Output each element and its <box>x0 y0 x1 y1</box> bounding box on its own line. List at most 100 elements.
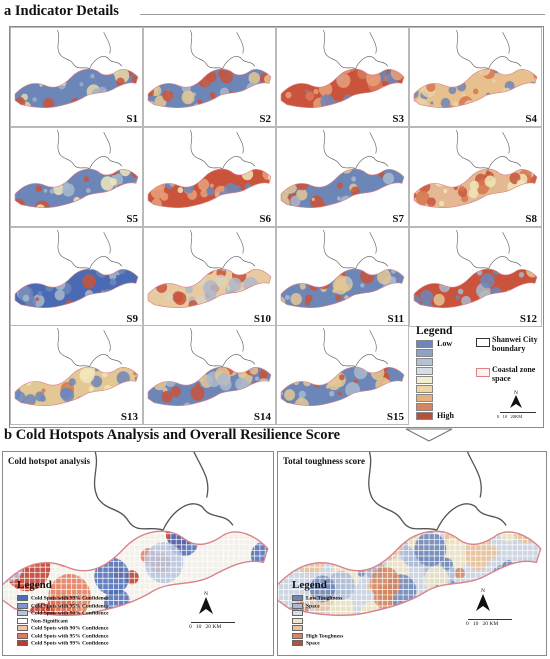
total-toughness-title: Total toughness score <box>283 456 366 466</box>
legend-item-label: Non-Significant <box>31 617 68 624</box>
indicator-label: S4 <box>525 113 537 125</box>
coastal-zone-outline <box>147 366 272 407</box>
indicator-map <box>413 129 538 209</box>
indicator-map <box>14 129 139 209</box>
indicator-tile: S14 <box>143 325 276 425</box>
legend-item-swatch <box>17 617 28 624</box>
legend-title: Legend <box>416 325 453 337</box>
legend-item: Cold Spots with 90% Confidence <box>17 610 109 616</box>
total-scale-bar <box>468 619 512 620</box>
legend-swatch <box>416 412 433 420</box>
indicator-map <box>280 327 405 407</box>
indicator-tile: S11 <box>276 227 409 327</box>
legend-item-label: Cold Spots with 90% Confidence <box>31 610 109 617</box>
cold-hotspot-map <box>3 452 269 617</box>
coastal-zone-outline <box>14 366 139 407</box>
indicator-details-panel: S1 S2 S3 S4 S5 S6 S7 S8 S9 S10 S11 S12 S13 S14 S15 Leg… <box>9 26 544 428</box>
indicator-label: S8 <box>525 213 537 225</box>
indicator-map <box>14 229 139 309</box>
indicator-legend: Legend Low High Shanwei City boundary Co… <box>416 325 542 425</box>
indicator-label: S13 <box>120 411 138 423</box>
city-boundary-line <box>57 229 123 269</box>
legend-item-swatch <box>292 625 303 631</box>
legend-swatch <box>416 340 433 348</box>
cold-north-label: N <box>204 591 208 597</box>
indicator-label: S11 <box>387 313 404 325</box>
cold-north-arrow-icon <box>199 597 213 614</box>
indicator-map <box>413 229 538 309</box>
legend-item-label: Low Toughness <box>306 595 343 602</box>
city-boundary-line <box>323 29 389 69</box>
scale-bar <box>500 412 536 413</box>
legend-item-label: Cold Spots with 99% Confidence <box>31 595 109 602</box>
legend-item-swatch <box>292 617 303 624</box>
indicator-tile: S5 <box>10 127 143 227</box>
legend-item <box>292 610 306 616</box>
coastal-zone-outline <box>3 530 269 617</box>
legend-item: Space <box>292 602 320 609</box>
section-b-title: b Cold Hotspots Analysis and Overall Res… <box>4 427 341 443</box>
city-boundary-label: Shanwei City boundary <box>492 335 538 353</box>
legend-item-swatch <box>292 610 303 616</box>
legend-item: Low Toughness <box>292 595 342 601</box>
pointer-triangle <box>405 428 453 442</box>
coastal-zone-outline <box>147 268 272 309</box>
indicator-label: S7 <box>392 213 404 225</box>
legend-item: Non-Significant <box>17 617 68 624</box>
city-boundary-line <box>190 29 256 69</box>
legend-swatch <box>416 367 433 375</box>
indicator-label: S3 <box>392 113 404 125</box>
legend-high-label: High <box>437 411 454 420</box>
legend-item: High Toughness <box>292 632 343 639</box>
legend-item: Cold Spots with 99% Confidence <box>17 595 109 601</box>
total-toughness-map <box>278 452 542 617</box>
coastal-zone-outline <box>14 68 139 109</box>
coastal-zone-outline <box>147 68 272 109</box>
city-boundary-line <box>456 229 522 269</box>
indicator-label: S9 <box>126 313 138 325</box>
coastal-zone-outline <box>413 68 538 109</box>
city-boundary-line <box>190 129 256 169</box>
city-boundary-line <box>323 229 389 269</box>
legend-item: Cold Spots with 95% Confidence <box>17 602 109 609</box>
legend-item-label: Space <box>306 640 320 647</box>
coastal-zone-outline <box>280 68 405 109</box>
indicator-label: S12 <box>519 313 537 325</box>
legend-item-label: Space <box>306 602 320 609</box>
legend-item-swatch <box>17 625 28 631</box>
city-boundary-line <box>190 229 256 269</box>
legend-item-swatch <box>17 595 28 601</box>
indicator-tile: S10 <box>143 227 276 327</box>
scale-label: 0 10 20KM <box>497 414 523 419</box>
legend-item: Cold Spots with 95% Confidence <box>17 632 109 639</box>
legend-item-swatch <box>292 602 303 609</box>
indicator-tile: S7 <box>276 127 409 227</box>
indicator-tile: S4 <box>409 27 542 127</box>
coastal-zone-outline <box>413 268 538 309</box>
legend-item-label: Cold Spots with 90% Confidence <box>31 625 109 632</box>
indicator-map <box>147 29 272 109</box>
indicator-map <box>147 129 272 209</box>
coastal-zone-outline <box>280 366 405 407</box>
legend-item-swatch <box>17 640 28 646</box>
cold-hotspot-panel: Cold hotspot analysis Legend Cold Spots … <box>2 451 274 656</box>
indicator-label: S6 <box>259 213 271 225</box>
city-boundary-line <box>323 129 389 169</box>
total-toughness-panel: Total toughness score Legend Low Toughne… <box>277 451 547 656</box>
coastal-zone-outline <box>278 530 542 617</box>
indicator-map <box>14 29 139 109</box>
indicator-label: S10 <box>253 313 271 325</box>
indicator-label: S5 <box>126 213 138 225</box>
total-scale-label: 0 10 20 KM <box>466 621 499 627</box>
indicator-label: S14 <box>253 411 271 423</box>
indicator-tile: S13 <box>10 325 143 425</box>
coastal-zone-outline <box>280 168 405 209</box>
legend-swatch <box>416 394 433 402</box>
legend-item: Cold Spots with 90% Confidence <box>17 625 109 631</box>
coastal-zone-outline <box>147 168 272 209</box>
legend-swatch <box>416 385 433 393</box>
legend-item-label: Cold Spots with 95% Confidence <box>31 602 109 609</box>
coastal-zone-swatch <box>476 368 490 377</box>
cold-legend-title: Legend <box>17 579 52 591</box>
city-boundary-line <box>368 452 507 531</box>
